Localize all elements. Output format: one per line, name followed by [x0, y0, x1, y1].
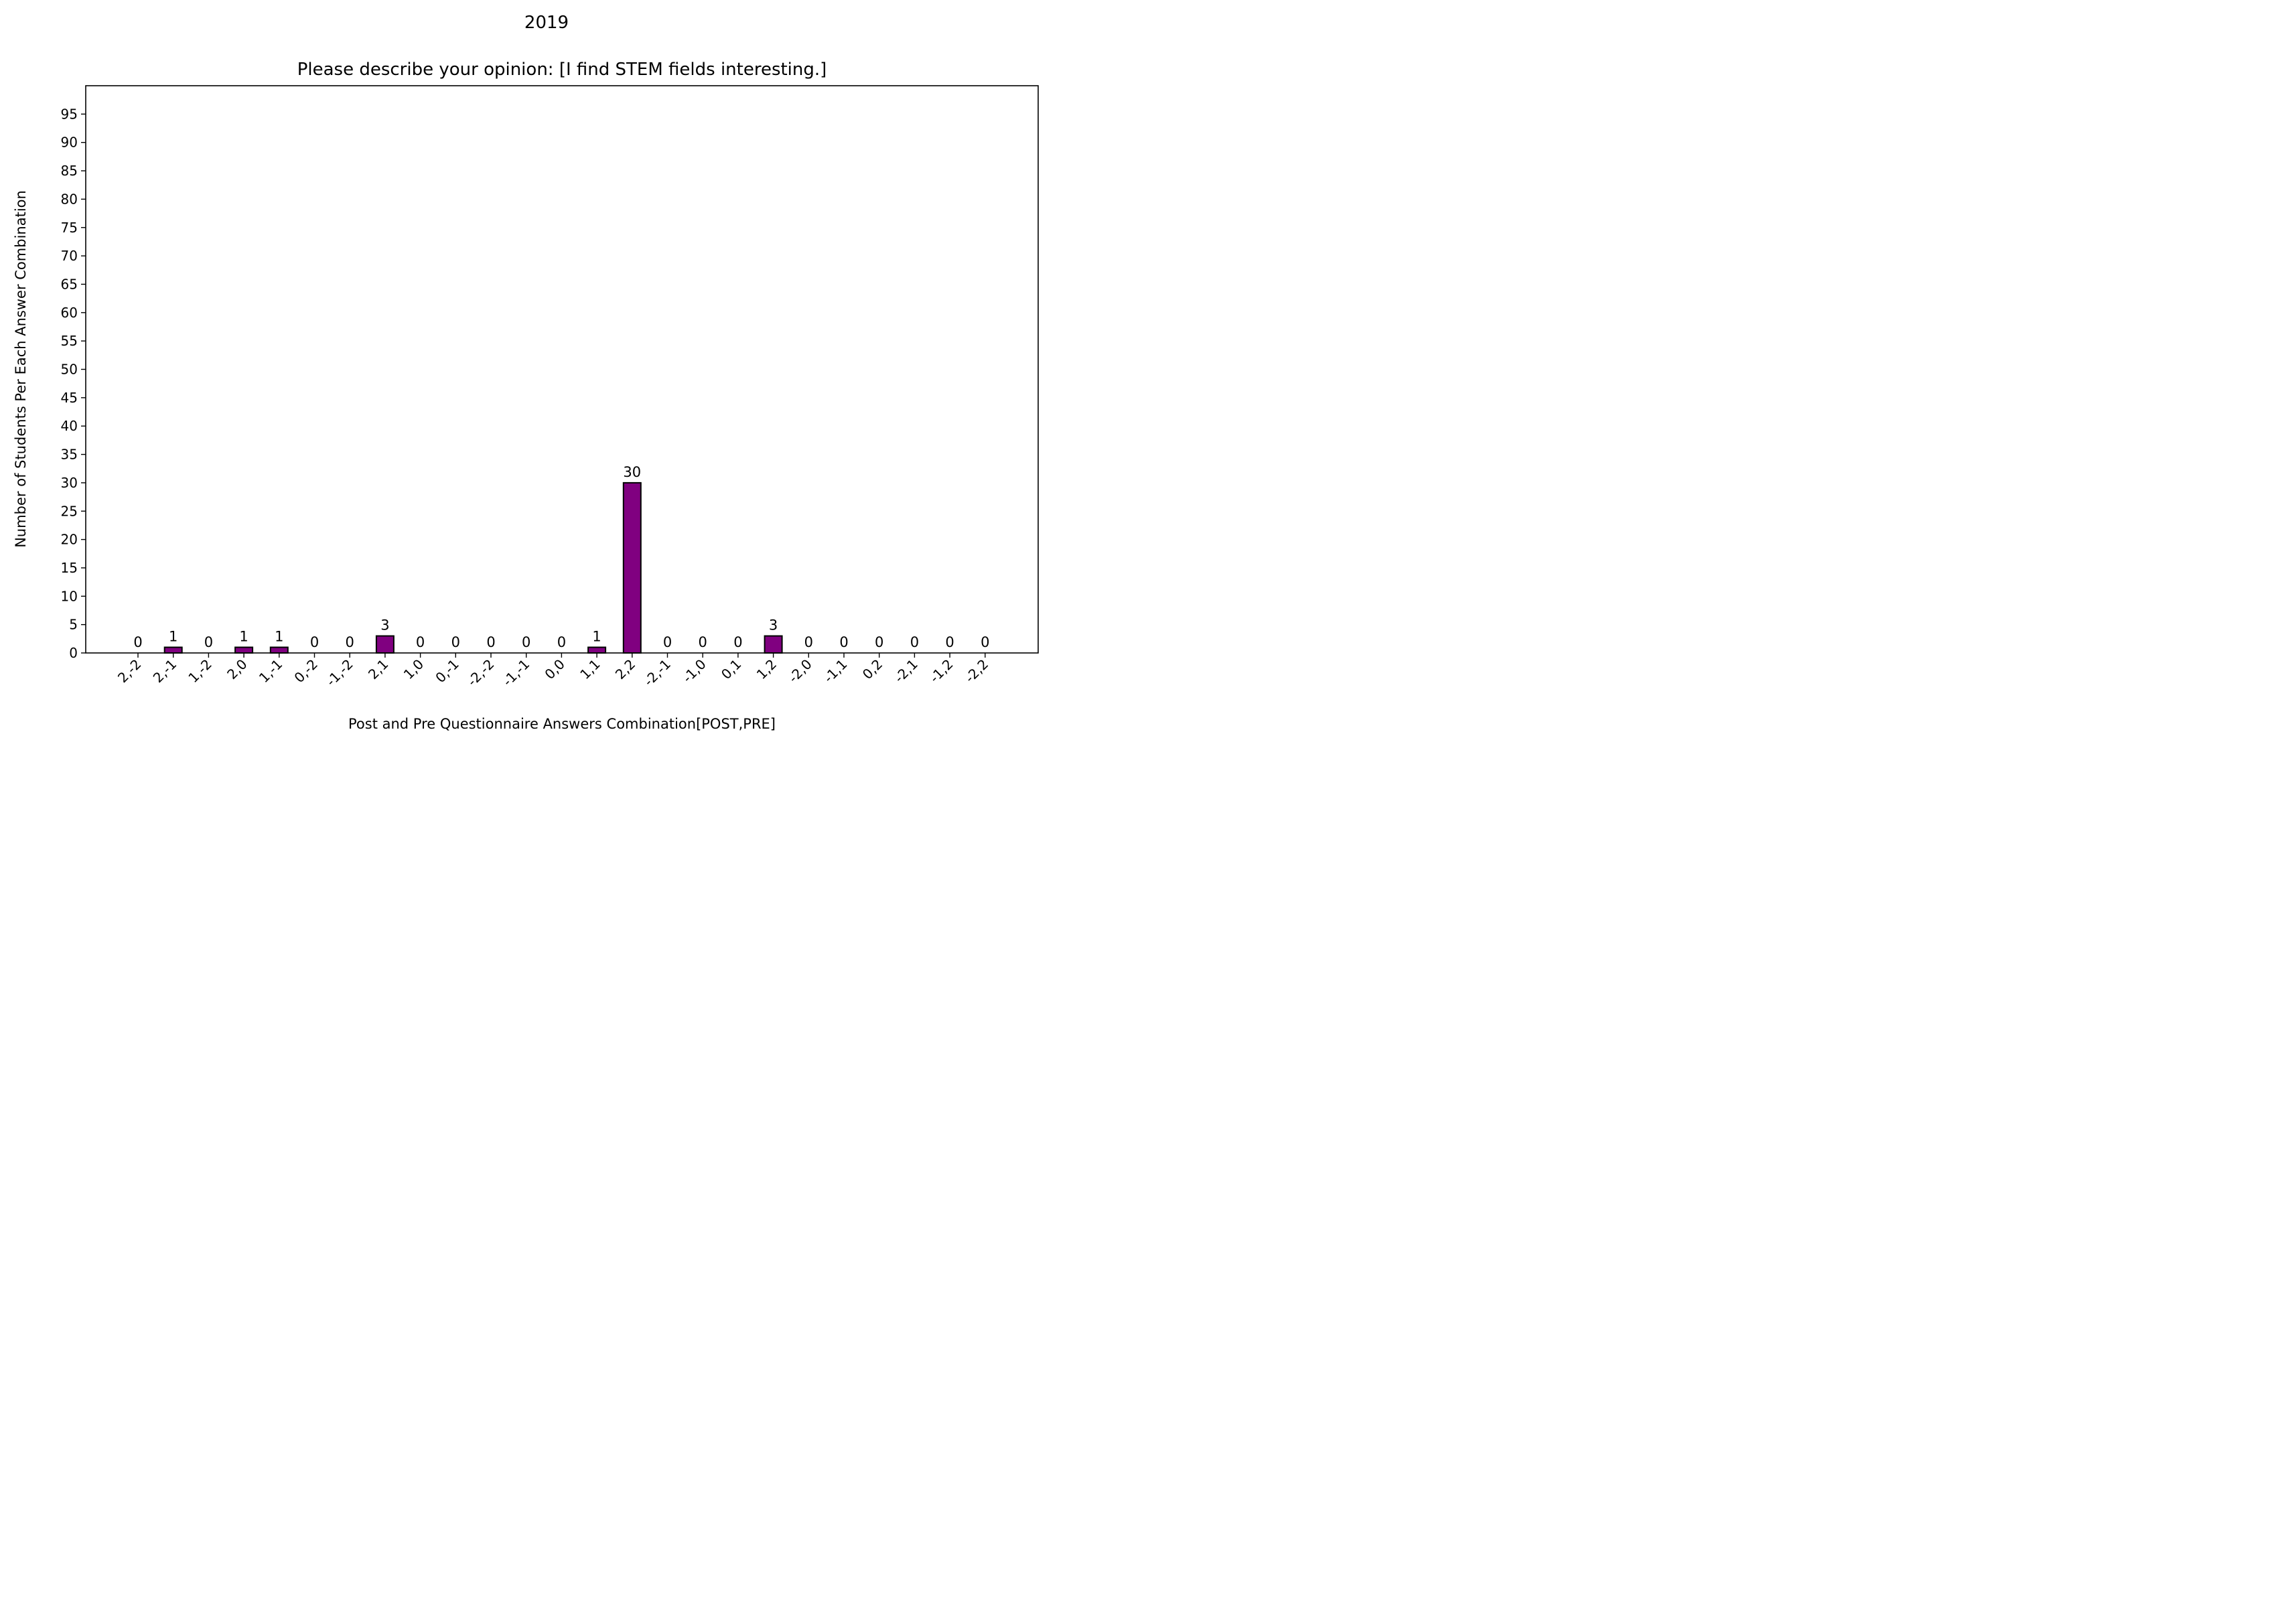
y-axis: 0 5 10 15 20 25 30 35 40 45 50 55 60 65 70 75 80 85 90 95	[61, 106, 86, 661]
bar-data-label: 1	[239, 629, 248, 645]
bar-data-label: 0	[133, 634, 142, 650]
figure-background	[0, 0, 1050, 739]
chart-title: Please describe your opinion: [I find ST…	[297, 60, 827, 80]
y-tick-label: 95	[61, 106, 78, 122]
bar-data-label: 0	[839, 634, 848, 650]
y-tick-label: 85	[61, 163, 78, 179]
y-tick-label: 90	[61, 135, 78, 151]
bar-data-label: 30	[623, 464, 641, 480]
y-tick-label: 60	[61, 305, 78, 321]
bar	[587, 646, 607, 654]
plot-area-frame	[85, 85, 1039, 654]
chart-suptitle: 2019	[524, 13, 569, 33]
bar-data-label: 0	[416, 634, 425, 650]
bar-data-label: 0	[451, 634, 460, 650]
bar-data-label: 0	[557, 634, 566, 650]
bar-data-label: 0	[346, 634, 354, 650]
bar-data-label: 0	[310, 634, 319, 650]
bar	[622, 482, 642, 654]
bar-data-label: 0	[663, 634, 672, 650]
bar-data-label: 0	[981, 634, 989, 650]
bar-data-label: 0	[910, 634, 919, 650]
bar-data-label: 3	[769, 617, 778, 634]
y-tick-label: 50	[61, 362, 78, 378]
bar-data-label: 1	[275, 629, 283, 645]
bar-data-label: 0	[875, 634, 883, 650]
y-tick-label: 35	[61, 447, 78, 463]
bar	[234, 646, 254, 654]
bar	[375, 635, 395, 654]
bar-data-label: 0	[804, 634, 813, 650]
bar	[269, 646, 289, 654]
y-tick-label: 65	[61, 276, 78, 292]
x-axis-label: Post and Pre Questionnaire Answers Combi…	[348, 716, 776, 732]
bar	[764, 635, 783, 654]
bar-data-label: 3	[380, 617, 389, 634]
y-tick-label: 75	[61, 220, 78, 236]
bar-chart: 2019 Please describe your opinion: [I fi…	[0, 0, 1050, 739]
y-tick-label: 20	[61, 532, 78, 548]
y-tick-label: 30	[61, 475, 78, 491]
bar-data-label: 0	[945, 634, 954, 650]
bar-data-label: 1	[592, 629, 601, 645]
y-tick-label: 15	[61, 560, 78, 576]
bar-data-label: 0	[699, 634, 707, 650]
y-tick-label: 10	[61, 588, 78, 604]
y-axis-label: Number of Students Per Each Answer Combi…	[13, 190, 29, 548]
y-tick-label: 55	[61, 333, 78, 349]
y-tick-label: 80	[61, 191, 78, 207]
y-tick-label: 5	[69, 617, 78, 633]
bar-data-label: 0	[733, 634, 742, 650]
bars	[163, 482, 783, 654]
bar-data-label: 0	[486, 634, 495, 650]
bar-data-label: 1	[169, 629, 177, 645]
chart-container: 2019 Please describe your opinion: [I fi…	[0, 0, 1050, 739]
y-tick-label: 0	[69, 645, 78, 661]
bar-data-label: 0	[522, 634, 530, 650]
y-tick-label: 70	[61, 248, 78, 264]
y-tick-label: 40	[61, 418, 78, 434]
y-tick-label: 45	[61, 390, 78, 406]
y-tick-label: 25	[61, 503, 78, 519]
bar-data-label: 0	[204, 634, 213, 650]
bar	[163, 646, 183, 654]
